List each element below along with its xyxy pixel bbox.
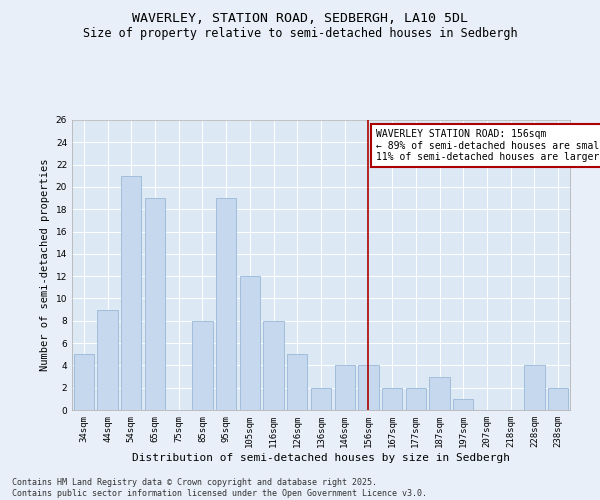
Bar [74, 354, 94, 410]
Bar [121, 176, 142, 410]
Bar [97, 310, 118, 410]
Text: Contains HM Land Registry data © Crown copyright and database right 2025.
Contai: Contains HM Land Registry data © Crown c… [12, 478, 427, 498]
Bar [335, 366, 355, 410]
Bar [524, 366, 545, 410]
X-axis label: Distribution of semi-detached houses by size in Sedbergh: Distribution of semi-detached houses by … [132, 452, 510, 462]
Bar [430, 376, 449, 410]
Bar [382, 388, 402, 410]
Text: WAVERLEY STATION ROAD: 156sqm
← 89% of semi-detached houses are smaller (115)
11: WAVERLEY STATION ROAD: 156sqm ← 89% of s… [376, 129, 600, 162]
Bar [263, 321, 284, 410]
Bar [358, 366, 379, 410]
Bar [287, 354, 307, 410]
Bar [548, 388, 568, 410]
Text: Size of property relative to semi-detached houses in Sedbergh: Size of property relative to semi-detach… [83, 28, 517, 40]
Bar [193, 321, 212, 410]
Bar [216, 198, 236, 410]
Bar [453, 399, 473, 410]
Bar [311, 388, 331, 410]
Text: WAVERLEY, STATION ROAD, SEDBERGH, LA10 5DL: WAVERLEY, STATION ROAD, SEDBERGH, LA10 5… [132, 12, 468, 26]
Bar [145, 198, 165, 410]
Bar [406, 388, 426, 410]
Y-axis label: Number of semi-detached properties: Number of semi-detached properties [40, 159, 50, 371]
Bar [240, 276, 260, 410]
